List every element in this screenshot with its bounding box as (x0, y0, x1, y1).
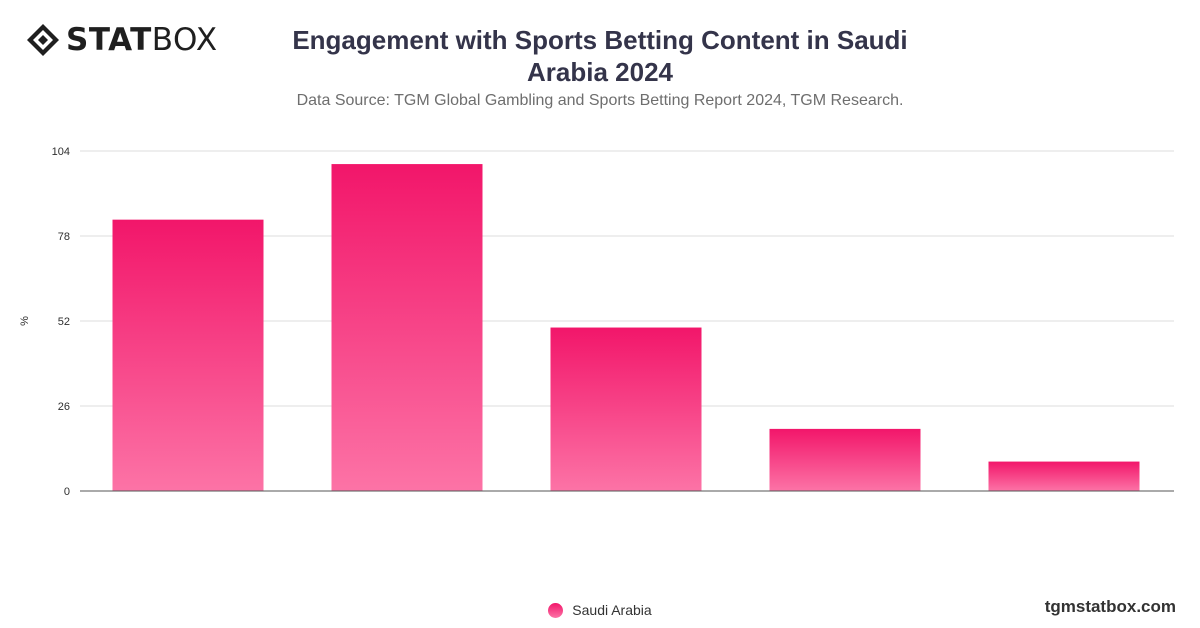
logo-wordmark: STATBOX (66, 21, 218, 58)
bar-1[interactable] (112, 219, 264, 491)
chart-title-line-2: Arabia 2024 (527, 57, 673, 87)
y-tick-label: 52 (58, 316, 70, 328)
bar-2[interactable] (331, 164, 483, 492)
y-axis-label: % (19, 316, 31, 326)
statbox-logo: STATBOX (26, 22, 218, 58)
chart-title-line-1: Engagement with Sports Betting Content i… (292, 25, 908, 55)
site-url: tgmstatbox.com (1044, 597, 1176, 616)
legend-swatch-saudi-arabia (548, 602, 564, 618)
bar-5[interactable] (988, 461, 1140, 491)
statbox-logo-icon (27, 24, 59, 56)
chart-title: Engagement with Sports Betting Content i… (250, 24, 950, 88)
legend-label-saudi-arabia: Saudi Arabia (572, 602, 652, 618)
bar-3[interactable] (550, 327, 702, 491)
y-tick-label: 26 (58, 401, 70, 413)
chart-subtitle: Data Source: TGM Global Gambling and Spo… (296, 92, 904, 109)
y-tick-label: 78 (58, 231, 70, 243)
bars (112, 164, 1140, 492)
logo-wordmark-light: BOX (151, 21, 218, 58)
legend[interactable]: Saudi Arabia (0, 602, 1200, 618)
y-tick-label: 0 (64, 486, 70, 498)
bar-chart: 0 26 52 78 104 % (19, 146, 1174, 498)
bar-4[interactable] (769, 428, 921, 491)
y-axis-ticks: 0 26 52 78 104 (52, 146, 70, 498)
logo-wordmark-bold: STAT (66, 21, 152, 58)
y-tick-label: 104 (52, 146, 70, 158)
